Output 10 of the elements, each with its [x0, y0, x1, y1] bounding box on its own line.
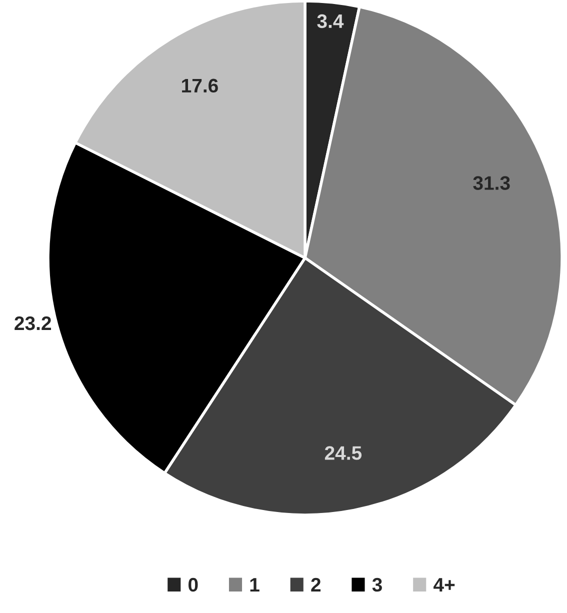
legend-label: 0	[188, 578, 198, 592]
data-label: 17.6	[182, 78, 218, 93]
legend-label: 4+	[434, 578, 455, 592]
legend-label: 2	[311, 578, 321, 592]
legend-label: 3	[372, 578, 382, 592]
data-label: 24.5	[324, 446, 362, 460]
data-label: 23.2	[14, 316, 52, 330]
data-label: 3.4	[317, 14, 344, 28]
data-label: 31.3	[473, 176, 510, 190]
legend-label: 1	[250, 578, 260, 592]
